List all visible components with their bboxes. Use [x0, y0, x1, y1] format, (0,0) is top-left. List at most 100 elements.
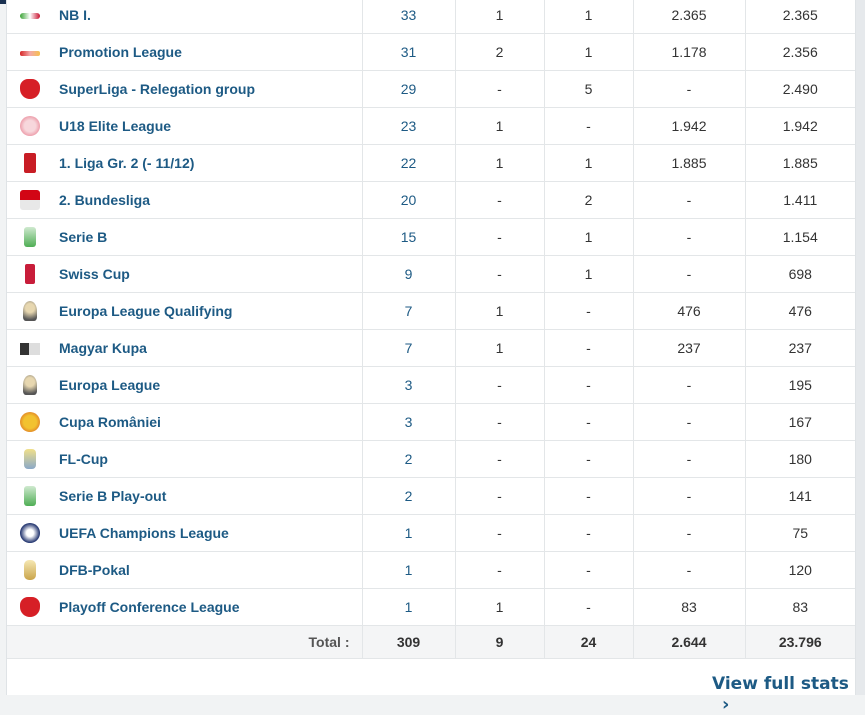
- stat-cell-c1[interactable]: 33: [361, 0, 455, 34]
- stat-cell-c1[interactable]: 15: [361, 218, 455, 256]
- competition-name-link[interactable]: 1. Liga Gr. 2 (- 11/12): [53, 144, 362, 182]
- competition-name-link[interactable]: Cupa României: [53, 403, 362, 441]
- stat-cell-c3: 1: [543, 33, 633, 71]
- stat-cell-c1[interactable]: 3: [361, 403, 455, 441]
- logo-cell: [7, 181, 53, 219]
- stat-cell-c2: -: [454, 403, 544, 441]
- competition-name-link[interactable]: 2. Bundesliga: [53, 181, 362, 219]
- competition-name-link[interactable]: Serie B: [53, 218, 362, 256]
- stat-cell-c4: 1.942: [632, 107, 745, 145]
- stat-cell-c1[interactable]: 2: [361, 477, 455, 515]
- stat-cell-c3: -: [543, 403, 633, 441]
- competition-name-link[interactable]: UEFA Champions League: [53, 514, 362, 552]
- promotion-league-logo-icon[interactable]: [20, 50, 40, 56]
- table-row: 1. Liga Gr. 2 (- 11/12) 22 1 1 1.885 1.885: [7, 144, 855, 182]
- stat-cell-c2: -: [454, 440, 544, 478]
- stat-cell-c3: -: [543, 366, 633, 404]
- table-row: Europa League Qualifying 7 1-476 476: [7, 292, 855, 330]
- stat-cell-c5: 120: [744, 551, 855, 589]
- stat-cell-c1[interactable]: 20: [361, 181, 455, 219]
- competition-name-link[interactable]: FL-Cup: [53, 440, 362, 478]
- stat-cell-c1[interactable]: 2: [361, 440, 455, 478]
- fl-cup-logo-icon[interactable]: [24, 449, 36, 469]
- stat-cell-c4: 1.885: [632, 144, 745, 182]
- stat-cell-c2: -: [454, 477, 544, 515]
- stat-cell-c5: 2.356: [744, 33, 855, 71]
- stat-cell-c5: 1.411: [744, 181, 855, 219]
- stat-cell-c4: -: [632, 403, 745, 441]
- stat-cell-c3: 1: [543, 255, 633, 293]
- stat-cell-c1[interactable]: 1: [361, 588, 455, 626]
- stat-cell-c1[interactable]: 1: [361, 551, 455, 589]
- u18-elite-league-logo-icon[interactable]: [20, 116, 40, 136]
- stat-cell-c4: -: [632, 218, 745, 256]
- stat-cell-c1[interactable]: 31: [361, 33, 455, 71]
- total-c2: 9: [454, 625, 544, 659]
- stat-cell-c4: 1.178: [632, 33, 745, 71]
- stat-cell-c5: 75: [744, 514, 855, 552]
- cupa-romaniei-logo-icon[interactable]: [20, 412, 40, 432]
- serie-b-playout-logo-icon[interactable]: [24, 486, 36, 506]
- bundesliga2-logo-icon[interactable]: [20, 190, 40, 210]
- liga-gr2-logo-icon[interactable]: [24, 153, 36, 173]
- table-row: Europa League 3- - -195: [7, 366, 855, 404]
- stat-cell-c5: 1.942: [744, 107, 855, 145]
- europa-league-logo-icon[interactable]: [23, 375, 37, 395]
- champions-league-logo-icon[interactable]: [20, 523, 40, 543]
- stat-cell-c3: 1: [543, 218, 633, 256]
- competition-name-link[interactable]: SuperLiga - Relegation group: [53, 70, 362, 108]
- stat-cell-c5: 1.154: [744, 218, 855, 256]
- table-row: SuperLiga - Relegation group 29-5-2.490: [7, 70, 855, 108]
- table-row: Serie B Play-out 2- - -141: [7, 477, 855, 515]
- competition-stats-table: NB I. 33 1 1 2.365 2.365 Promotion League 31 2 1 1…: [7, 0, 855, 659]
- table-row: Playoff Conference League 1 1-83 83: [7, 588, 855, 626]
- dfb-pokal-logo-icon[interactable]: [24, 560, 36, 580]
- competition-name-link[interactable]: Europa League Qualifying: [53, 292, 362, 330]
- logo-cell: [7, 144, 53, 182]
- competition-name-link[interactable]: NB I.: [53, 0, 362, 34]
- logo-cell: [7, 551, 53, 589]
- competition-name-link[interactable]: DFB-Pokal: [53, 551, 362, 589]
- total-label: Total :: [7, 625, 362, 659]
- competition-name-link[interactable]: Europa League: [53, 366, 362, 404]
- competition-name-link[interactable]: Playoff Conference League: [53, 588, 362, 626]
- total-c1: 309: [361, 625, 455, 659]
- stat-cell-c1[interactable]: 1: [361, 514, 455, 552]
- total-c4: 2.644: [632, 625, 745, 659]
- stat-cell-c4: 476: [632, 292, 745, 330]
- competition-name-link[interactable]: Magyar Kupa: [53, 329, 362, 367]
- nb-i-logo-icon[interactable]: [20, 13, 40, 20]
- magyar-kupa-logo-icon[interactable]: [20, 343, 40, 356]
- stat-cell-c5: 1.885: [744, 144, 855, 182]
- serie-b-logo-icon[interactable]: [24, 227, 36, 247]
- logo-cell: [7, 107, 53, 145]
- stat-cell-c2: 1: [454, 329, 544, 367]
- stat-cell-c1[interactable]: 22: [361, 144, 455, 182]
- stat-cell-c2: 1: [454, 0, 544, 34]
- stat-cell-c4: -: [632, 70, 745, 108]
- swiss-cup-logo-icon[interactable]: [25, 264, 35, 284]
- table-row: Promotion League 31 2 1 1.178 2.356: [7, 33, 855, 71]
- stat-cell-c3: -: [543, 551, 633, 589]
- stat-cell-c3: -: [543, 440, 633, 478]
- stat-cell-c5: 698: [744, 255, 855, 293]
- stat-cell-c2: -: [454, 70, 544, 108]
- europa-league-qualifying-logo-icon[interactable]: [23, 301, 37, 321]
- stat-cell-c1[interactable]: 7: [361, 292, 455, 330]
- superliga-logo-icon[interactable]: [20, 79, 40, 99]
- stat-cell-c4: 83: [632, 588, 745, 626]
- competition-name-link[interactable]: Promotion League: [53, 33, 362, 71]
- stat-cell-c1[interactable]: 7: [361, 329, 455, 367]
- competition-name-link[interactable]: Swiss Cup: [53, 255, 362, 293]
- competition-name-link[interactable]: U18 Elite League: [53, 107, 362, 145]
- stat-cell-c3: -: [543, 292, 633, 330]
- logo-cell: [7, 588, 53, 626]
- competition-name-link[interactable]: Serie B Play-out: [53, 477, 362, 515]
- stat-cell-c1[interactable]: 23: [361, 107, 455, 145]
- stat-cell-c2: 1: [454, 144, 544, 182]
- playoff-conference-league-logo-icon[interactable]: [20, 597, 40, 617]
- stat-cell-c1[interactable]: 3: [361, 366, 455, 404]
- stat-cell-c1[interactable]: 9: [361, 255, 455, 293]
- stat-cell-c1[interactable]: 29: [361, 70, 455, 108]
- logo-cell: [7, 292, 53, 330]
